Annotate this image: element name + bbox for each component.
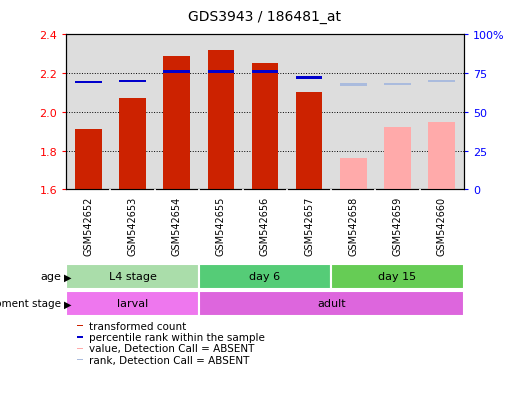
Bar: [77, 337, 83, 338]
Text: day 15: day 15: [378, 272, 417, 282]
Text: larval: larval: [117, 299, 148, 309]
Bar: [296, 77, 322, 80]
Bar: [252, 71, 278, 74]
Text: adult: adult: [317, 299, 346, 309]
Text: value, Detection Call = ABSENT: value, Detection Call = ABSENT: [89, 344, 254, 354]
Bar: [119, 81, 146, 83]
Text: GDS3943 / 186481_at: GDS3943 / 186481_at: [189, 10, 341, 24]
Text: GSM542657: GSM542657: [304, 197, 314, 256]
Bar: [163, 71, 190, 74]
Bar: [384, 83, 411, 86]
Text: GSM542660: GSM542660: [437, 197, 447, 256]
Bar: [428, 122, 455, 190]
Text: GSM542655: GSM542655: [216, 197, 226, 256]
Text: rank, Detection Call = ABSENT: rank, Detection Call = ABSENT: [89, 355, 250, 365]
Text: percentile rank within the sample: percentile rank within the sample: [89, 332, 265, 342]
Bar: [208, 71, 234, 74]
Bar: [199, 264, 331, 289]
Text: GSM542653: GSM542653: [128, 197, 137, 256]
Bar: [75, 130, 102, 190]
Text: ▶: ▶: [64, 272, 71, 282]
Bar: [252, 64, 278, 190]
Text: GSM542652: GSM542652: [83, 197, 93, 256]
Bar: [77, 325, 83, 326]
Text: day 6: day 6: [250, 272, 280, 282]
Text: transformed count: transformed count: [89, 321, 187, 331]
Text: GSM542656: GSM542656: [260, 197, 270, 256]
Bar: [208, 50, 234, 190]
Text: GSM542654: GSM542654: [172, 197, 182, 256]
Text: L4 stage: L4 stage: [109, 272, 156, 282]
Text: GSM542659: GSM542659: [393, 197, 402, 256]
Bar: [428, 81, 455, 83]
Bar: [199, 291, 464, 316]
Bar: [77, 359, 83, 361]
Bar: [384, 128, 411, 190]
Text: GSM542658: GSM542658: [348, 197, 358, 256]
Bar: [340, 84, 367, 87]
Text: ▶: ▶: [64, 299, 71, 309]
Bar: [163, 57, 190, 190]
Bar: [340, 159, 367, 190]
Bar: [66, 291, 199, 316]
Bar: [119, 99, 146, 190]
Bar: [77, 348, 83, 349]
Bar: [296, 93, 322, 190]
Text: development stage: development stage: [0, 299, 61, 309]
Bar: [66, 264, 199, 289]
Bar: [331, 264, 464, 289]
Bar: [75, 82, 102, 84]
Text: age: age: [40, 272, 61, 282]
